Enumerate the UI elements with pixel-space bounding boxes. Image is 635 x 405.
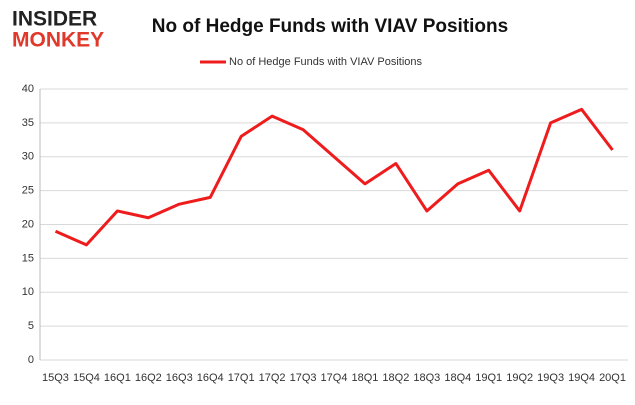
logo-line1: INSIDER	[12, 8, 97, 31]
x-tick-label: 15Q4	[73, 372, 100, 384]
x-tick-label: 18Q2	[382, 372, 409, 384]
x-tick-label: 20Q1	[599, 372, 626, 384]
x-tick-label: 19Q3	[537, 372, 564, 384]
logo-line2: MONKEY	[12, 29, 104, 52]
x-tick-label: 17Q1	[228, 372, 255, 384]
legend-label: No of Hedge Funds with VIAV Positions	[229, 56, 423, 68]
x-tick-label: 16Q2	[135, 372, 162, 384]
y-tick-label: 25	[22, 185, 34, 197]
y-tick-label: 20	[22, 218, 34, 230]
y-tick-label: 0	[28, 354, 34, 366]
x-tick-label: 16Q4	[197, 372, 224, 384]
y-tick-label: 5	[28, 320, 34, 332]
x-tick-label: 18Q4	[444, 372, 471, 384]
x-tick-label: 16Q1	[104, 372, 131, 384]
y-tick-label: 35	[22, 117, 34, 129]
x-tick-label: 19Q1	[475, 372, 502, 384]
x-tick-label: 17Q3	[290, 372, 317, 384]
y-tick-label: 30	[22, 151, 34, 163]
y-tick-label: 40	[22, 83, 34, 95]
x-tick-label: 16Q3	[166, 372, 193, 384]
y-tick-label: 10	[22, 286, 34, 298]
x-tick-label: 17Q4	[321, 372, 348, 384]
x-tick-label: 18Q3	[413, 372, 440, 384]
x-tick-label: 18Q1	[351, 372, 378, 384]
x-tick-label: 19Q4	[568, 372, 595, 384]
series-line	[54, 107, 614, 247]
x-tick-label: 17Q2	[259, 372, 286, 384]
x-tick-label: 15Q3	[42, 372, 69, 384]
y-tick-label: 15	[22, 252, 34, 264]
x-tick-label: 19Q2	[506, 372, 533, 384]
chart-title: No of Hedge Funds with VIAV Positions	[152, 16, 508, 37]
